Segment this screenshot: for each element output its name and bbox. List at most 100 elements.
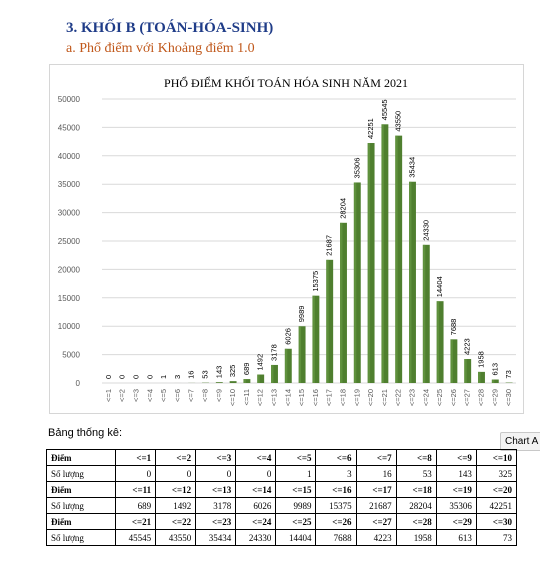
- y-tick-label: 40000: [58, 152, 81, 161]
- bar: [340, 222, 347, 383]
- y-tick-label: 20000: [58, 265, 81, 274]
- bar: [464, 359, 472, 383]
- x-tick-label: <=7: [187, 389, 196, 402]
- table-cell: <=10: [475, 449, 518, 466]
- bar-shading: [257, 374, 260, 383]
- table-cell: <=13: [195, 481, 237, 498]
- bar: [284, 348, 292, 383]
- table-cell: 15375: [315, 497, 357, 514]
- bar: [409, 181, 416, 383]
- table-header-row: Điểm <=21 <=22 <=23 <=24 <=25 <=26 <=27 <=28 <=29…: [46, 513, 518, 530]
- x-tick-label: <=5: [159, 389, 168, 402]
- table-cell: 6026: [235, 497, 277, 514]
- x-tick-label: <=24: [421, 389, 430, 406]
- y-tick-label: 5000: [62, 351, 80, 360]
- bar: [422, 244, 430, 383]
- x-tick-label: <=13: [270, 389, 279, 406]
- table-cell: 1958: [395, 529, 437, 546]
- bar-value-label: 6026: [283, 328, 292, 345]
- table-cell: 42251: [475, 497, 518, 514]
- table-cell: <=2: [155, 449, 197, 466]
- table-cell: 3178: [195, 497, 237, 514]
- bar-shading: [243, 379, 246, 383]
- table-cell: <=23: [195, 513, 237, 530]
- bar-shading: [284, 348, 288, 383]
- bar-shading: [450, 339, 453, 383]
- bar: [450, 339, 458, 383]
- table-cell: <=19: [435, 481, 477, 498]
- table-cell: 43550: [155, 529, 197, 546]
- x-tick-label: <=12: [256, 389, 265, 406]
- bar-value-label: 1: [159, 375, 168, 379]
- table-header-row: Điểm <=11 <=12 <=13 <=14 <=15 <=16 <=17 <=18 <=19…: [46, 481, 518, 498]
- x-tick-label: <=9: [214, 389, 223, 402]
- bar: [298, 326, 306, 383]
- y-tick-label: 15000: [58, 294, 81, 303]
- bar: [478, 371, 485, 383]
- bar-value-label: 21687: [325, 235, 334, 256]
- x-tick-label: <=20: [366, 389, 375, 406]
- bar-value-label: 0: [145, 375, 154, 379]
- y-axis-ticks: 0 5000 10000 15000 20000 25000 30000 35000 40000…: [58, 95, 81, 388]
- chart-svg: PHỔ ĐIỂM KHỐI TOÁN HÓA SINH NĂM 2021 0 50…: [58, 75, 516, 406]
- section-heading: 3. KHỐI B (TOÁN-HÓA-SINH): [66, 20, 274, 36]
- bar-value-label: 613: [490, 363, 499, 376]
- bar-value-label: 53: [201, 370, 210, 378]
- bar-value-label: 3178: [270, 344, 279, 361]
- table-cell: 16: [355, 465, 397, 482]
- x-tick-label: <=10: [228, 389, 237, 406]
- bar-shading: [478, 371, 481, 383]
- bar-value-label: 0: [118, 375, 127, 379]
- table-cell: 143: [435, 465, 477, 482]
- bar-shading: [395, 135, 398, 383]
- x-tick-label: <=3: [132, 389, 141, 402]
- bar-shading: [340, 222, 343, 383]
- y-tick-label: 0: [76, 379, 81, 388]
- bar-value-label: 1492: [256, 354, 265, 371]
- table-cell: 45545: [114, 529, 157, 546]
- x-tick-label: <=30: [504, 389, 513, 406]
- table-cell: 9989: [275, 497, 317, 514]
- table-cell: <=7: [355, 449, 397, 466]
- bar-value-label: 0: [132, 375, 141, 379]
- bar-value-labels: 0 0 0 0 1 3 16 53 143 325 689 149231786026998915375…: [104, 99, 513, 379]
- table-cell: 0: [195, 465, 237, 482]
- x-tick-label: <=26: [449, 389, 458, 406]
- table-cell: <=8: [395, 449, 437, 466]
- bar: [271, 364, 278, 383]
- chart-area-tooltip[interactable]: Chart A: [500, 432, 540, 451]
- bar: [326, 259, 334, 383]
- table-cell: 35306: [435, 497, 477, 514]
- table-cell: 73: [475, 529, 518, 546]
- bar-value-label: 14404: [435, 276, 444, 297]
- row-label: Điểm: [46, 481, 116, 498]
- y-tick-label: 35000: [58, 180, 81, 189]
- table-cell: <=18: [395, 481, 437, 498]
- chart-gridlines: [102, 98, 516, 384]
- bar-shading: [326, 259, 329, 383]
- bar-shading: [367, 143, 371, 383]
- table-cell: <=27: [355, 513, 397, 530]
- bar-value-label: 3: [173, 375, 182, 379]
- row-label: Điểm: [46, 449, 116, 466]
- row-label: Số lượng: [46, 529, 116, 546]
- bar-shading: [422, 244, 426, 383]
- stats-table: Điểm <=1 <=2 <=3 <=4 <=5 <=6 <=7 <=8 <=9 <=10 Số lư…: [46, 449, 518, 546]
- x-tick-label: <=28: [477, 389, 486, 406]
- y-tick-label: 25000: [58, 237, 81, 246]
- table-cell: 28204: [395, 497, 437, 514]
- bar: [436, 301, 444, 383]
- bar-shading: [464, 359, 467, 383]
- table-cell: <=9: [435, 449, 477, 466]
- table-cell: 0: [235, 465, 277, 482]
- bar-shading: [409, 181, 412, 383]
- bar: [367, 143, 375, 383]
- table-cell: <=28: [395, 513, 437, 530]
- bar-value-label: 1958: [477, 351, 486, 368]
- table-row: Số lượng 0 0 0 0 1 3 16 53 143 325: [46, 465, 518, 482]
- score-distribution-chart[interactable]: PHỔ ĐIỂM KHỐI TOÁN HÓA SINH NĂM 2021 0 50…: [49, 64, 524, 414]
- table-cell: <=11: [114, 481, 157, 498]
- bar-value-label: 73: [504, 370, 513, 378]
- x-tick-label: <=16: [311, 389, 320, 406]
- x-tick-label: <=22: [394, 389, 403, 406]
